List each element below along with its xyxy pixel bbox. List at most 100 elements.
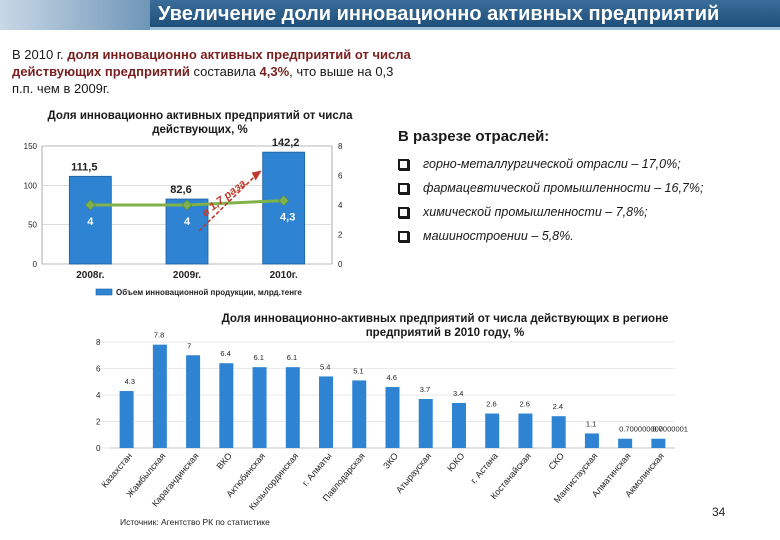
chart2-bar <box>551 416 566 448</box>
chart2-bar <box>152 344 167 448</box>
chart1-legend-label: Объем инновационной продукции, млрд.тенг… <box>116 288 302 297</box>
chart2-bar <box>451 402 466 448</box>
checkbox-bullet-icon <box>398 159 409 170</box>
chart2-bar-label: 1.1 <box>586 419 596 428</box>
sectors-title: В разрезе отраслей: <box>398 128 550 145</box>
sector-item: горно-металлургической отрасли – 17,0%; <box>398 157 770 172</box>
sector-item: химической промышленности – 7,8%; <box>398 205 770 220</box>
sector-label: машиностроении – 5,8%. <box>423 229 574 243</box>
chart2-x-tick-label: Казахстан <box>99 451 134 490</box>
chart2-bar-label: 2.4 <box>553 402 563 411</box>
chart1-bar <box>262 151 306 265</box>
chart2-y-tick-label: 6 <box>96 365 101 374</box>
intro-highlight: доля инновационно активных предприятий о… <box>12 47 411 79</box>
source-note: Источник: Агентство РК по статистике <box>120 517 270 527</box>
chart2-bar-label: 6.4 <box>220 349 230 358</box>
checkbox-bullet-icon <box>398 207 409 218</box>
intro-post: , что выше на 0,3 п.п. чем в 2009г. <box>12 64 394 96</box>
chart2-bar-label: 0.7 <box>652 425 662 434</box>
chart1-x-tick-label: 2009г. <box>173 270 201 281</box>
chart2-bar <box>485 413 500 448</box>
chart2-bar <box>418 398 433 448</box>
chart1-y2-tick-label: 2 <box>338 231 343 240</box>
chart2-x-tick-label: г. Астана <box>468 451 499 486</box>
title-accent <box>0 0 150 30</box>
chart1-bar-label: 142,2 <box>272 137 300 149</box>
chart1-x-tick-label: 2008г. <box>76 270 104 281</box>
intro-pre: В 2010 г. <box>12 47 68 62</box>
chart2-bar <box>319 376 334 448</box>
chart2-title: Доля инновационно-активных предприятий о… <box>221 313 669 339</box>
chart2-x-tick-label: ВКО <box>215 451 234 471</box>
chart1-line-point <box>278 195 290 206</box>
chart2-x-tick-label: ЮКО <box>445 451 466 474</box>
chart2-bar-label: 7 <box>187 341 191 350</box>
chart2-bar-label: 5.1 <box>353 366 363 375</box>
chart2-bar-label: 5.4 <box>320 362 330 371</box>
title-bar: Увеличение доли инновационно активных пр… <box>0 0 780 30</box>
checkbox-bullet-icon <box>398 183 409 194</box>
chart1-bar-label: 111,5 <box>71 161 97 173</box>
chart2-y-tick-label: 8 <box>96 338 101 347</box>
chart2-bar <box>651 438 666 448</box>
chart1-line-label: 4 <box>87 216 94 228</box>
chart2-bar-label: 3.4 <box>453 389 463 398</box>
chart2-bar-label: 6.1 <box>254 353 264 362</box>
chart1-y-tick-label: 150 <box>24 142 38 151</box>
chart1-y2-tick-label: 4 <box>338 201 343 210</box>
chart1-y-tick-label: 100 <box>24 181 38 190</box>
chart2-bar-label: 2.6 <box>486 400 496 409</box>
chart2-bar-label: 4.3 <box>125 377 135 386</box>
chart1-x-tick-label: 2010г. <box>270 270 298 281</box>
chart1-growth-arrow <box>198 172 259 232</box>
chart2-bar-label: 3.7 <box>420 385 430 394</box>
chart2-bar-label: 6.1 <box>287 353 297 362</box>
chart1-y2-tick-label: 8 <box>338 142 343 151</box>
intro-text: В 2010 г. доля инновационно активных пре… <box>12 46 412 97</box>
chart2-bar-label: 7.8 <box>154 331 164 340</box>
chart2-bar <box>219 363 234 448</box>
chart2-bar <box>584 433 599 448</box>
chart2-bar <box>285 367 300 448</box>
page-number: 34 <box>712 505 726 519</box>
chart1-y2-tick-label: 0 <box>338 260 343 269</box>
chart2-y-tick-label: 2 <box>96 418 101 427</box>
chart1-y-tick-label: 50 <box>28 221 37 230</box>
sectors-panel: В разрезе отраслей: горно-металлургическ… <box>398 128 770 253</box>
chart1-title: Доля инновационно активных предприятий о… <box>47 110 353 136</box>
chart2-bar <box>518 413 533 448</box>
chart2-x-tick-label: г. Алматы <box>300 451 333 488</box>
chart2-bar <box>252 367 267 448</box>
chart1-line-point <box>181 199 193 211</box>
arrow-head-icon <box>251 170 262 181</box>
chart1-line-point <box>84 199 96 211</box>
chart1-line-label: 4,3 <box>280 212 295 224</box>
chart2-bar <box>385 387 400 448</box>
sector-label: горно-металлургической отрасли – 17,0%; <box>423 157 681 171</box>
chart2-bar <box>618 438 633 448</box>
chart2-x-tick-label: ЗКО <box>381 451 400 471</box>
chart2-bar <box>186 355 201 448</box>
chart2-y-tick-label: 4 <box>96 391 101 400</box>
sector-item: машиностроении – 5,8%. <box>398 229 770 244</box>
chart2-bar-label: 4.6 <box>387 373 397 382</box>
chart2-x-tick-label: СКО <box>547 451 567 472</box>
chart1-y2-tick-label: 6 <box>338 172 343 181</box>
chart2-bar-label: 0.700000000000001 <box>619 425 688 434</box>
intro-value: 4,3% <box>259 64 290 79</box>
chart1-y-tick-label: 0 <box>33 260 38 269</box>
chart2-bar <box>119 391 134 448</box>
chart1-line-label: 4 <box>184 216 191 228</box>
chart1-legend-swatch <box>95 288 113 296</box>
chart1-bar <box>68 175 112 265</box>
chart2-bar-label: 2.6 <box>519 400 529 409</box>
slide-title: Увеличение доли инновационно активных пр… <box>158 3 720 25</box>
intro-mid: составила <box>189 64 260 79</box>
chart1-bar-label: 82,6 <box>170 184 191 196</box>
chart2-y-tick-label: 0 <box>96 444 101 453</box>
sector-label: химической промышленности – 7,8%; <box>423 205 648 219</box>
chart2-bar <box>352 380 367 448</box>
checkbox-bullet-icon <box>398 231 409 242</box>
